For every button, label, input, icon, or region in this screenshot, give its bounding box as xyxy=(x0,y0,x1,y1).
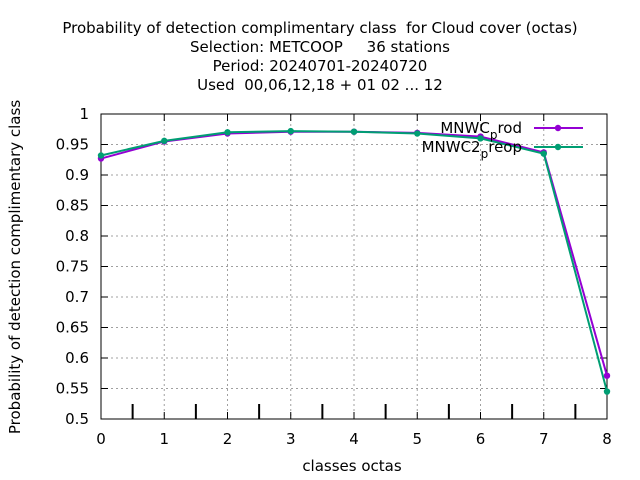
legend-label-sub: p xyxy=(490,128,498,142)
y-tick-label: 0.85 xyxy=(56,197,89,215)
y-axis-label: Probability of detection complimentary c… xyxy=(6,100,24,434)
y-tick-label: 0.65 xyxy=(56,319,89,337)
legend-marker-1 xyxy=(554,124,562,132)
axes: 0.5 0.55 0.6 0.65 0.7 0.75 0.8 0.85 0.9 0.95 1 0 1 2 3… xyxy=(56,105,612,448)
legend-label-main: MNWC2 xyxy=(422,138,481,156)
data-point xyxy=(414,130,421,137)
legend-marker-2 xyxy=(554,143,562,151)
x-tick-label: 1 xyxy=(159,430,169,448)
y-tick-label: 0.75 xyxy=(56,258,89,276)
y-tick-label: 0.7 xyxy=(65,288,89,306)
legend-label-sub: p xyxy=(481,147,489,161)
data-point xyxy=(161,137,168,145)
chart-title-line-4: Used 00,06,12,18 + 01 02 ... 12 xyxy=(197,76,443,94)
x-axis-label: classes octas xyxy=(302,457,402,475)
legend-label-tail: rod xyxy=(497,119,522,137)
y-tick-label: 0.9 xyxy=(65,166,89,184)
x-tick-label: 2 xyxy=(223,430,233,448)
x-tick-label: 5 xyxy=(412,430,422,448)
chart-title-line-3: Period: 20240701-20240720 xyxy=(212,57,428,75)
legend-label-2: MNWC2preop xyxy=(422,138,522,161)
grid xyxy=(101,114,607,419)
x-tick-label: 7 xyxy=(539,430,549,448)
chart-title-line-2: Selection: METCOOP 36 stations xyxy=(190,38,450,56)
y-tick-label: 0.55 xyxy=(56,380,89,398)
x-tick-label: 3 xyxy=(286,430,296,448)
data-point xyxy=(287,127,294,135)
data-point xyxy=(540,150,547,157)
data-point xyxy=(350,128,358,135)
y-tick-label: 0.95 xyxy=(56,136,89,154)
data-point xyxy=(477,135,484,142)
data-point xyxy=(97,152,105,159)
y-tick-label: 0.8 xyxy=(65,227,89,245)
x-tick-label: 0 xyxy=(96,430,106,448)
plot-frame xyxy=(100,113,608,420)
data-point xyxy=(224,129,231,136)
y-tick-label: 0.5 xyxy=(65,410,89,428)
data-point xyxy=(603,372,611,379)
data-point xyxy=(603,388,611,395)
x-tick-label: 8 xyxy=(602,430,612,448)
y-tick-label: 1 xyxy=(79,105,89,123)
chart-title-line-1: Probability of detection complimentary c… xyxy=(62,19,578,37)
x-tick-label: 4 xyxy=(349,430,359,448)
y-tick-label: 0.6 xyxy=(65,349,89,367)
legend-label-1: MNWCprod xyxy=(440,119,522,142)
series-layer xyxy=(97,127,611,395)
x-tick-label: 6 xyxy=(476,430,486,448)
legend-label-main: MNWC xyxy=(440,119,489,137)
legend-label-tail: reop xyxy=(488,138,522,156)
